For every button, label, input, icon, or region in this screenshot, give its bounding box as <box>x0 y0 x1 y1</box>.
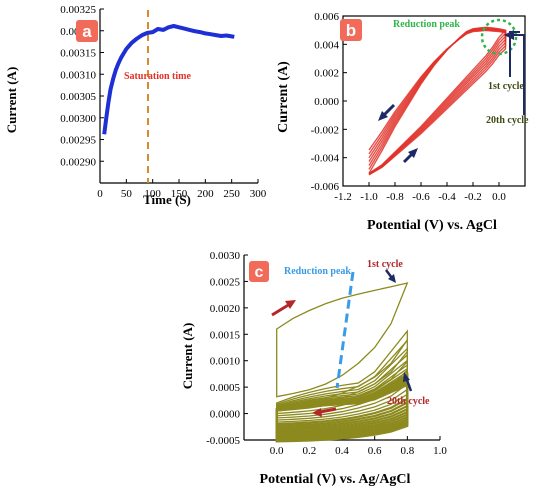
y-tick-label: 0.00290 <box>60 156 96 168</box>
y-tick-label: 0.0015 <box>210 329 241 341</box>
panel-b-twentieth-cycle: 20th cycle <box>486 115 529 126</box>
y-tick-label: -0.006 <box>311 181 340 193</box>
y-tick-label: 0.00325 <box>60 4 96 16</box>
y-tick-label: 0.00315 <box>60 48 96 60</box>
y-tick-label: -0.002 <box>311 124 339 136</box>
x-tick-label: 200 <box>197 188 214 200</box>
x-tick-label: 0.6 <box>368 445 382 457</box>
y-tick-label: 0.004 <box>314 39 339 51</box>
x-tick-label: 0 <box>97 188 103 200</box>
panel-a-xlabel: Time (S) <box>143 192 191 207</box>
cv-cycle <box>368 26 507 174</box>
x-tick-label: 50 <box>121 188 133 200</box>
x-tick-label: 0.0 <box>492 191 506 203</box>
y-tick-label: 0.00305 <box>60 91 96 103</box>
panel-b-arrow-up-head <box>408 148 418 158</box>
y-tick-label: 0.000 <box>314 96 339 108</box>
y-tick-label: 0.0020 <box>210 303 241 315</box>
panel-c-twentieth-cycle-pointer <box>405 379 413 392</box>
cv-cycle <box>368 28 507 175</box>
panel-a-series <box>102 24 235 135</box>
panel-a-axes: 0 50 100 150 200 250 300 0.00290 0.00295 0.00300 0… <box>60 4 267 200</box>
panel-c-arrow-forward <box>271 302 291 317</box>
y-tick-label: 0.0025 <box>210 276 241 288</box>
reduction-peak-circle <box>480 18 518 56</box>
x-tick-label: 0.8 <box>400 445 414 457</box>
x-tick-label: -0.8 <box>386 191 404 203</box>
panel-c-badge <box>249 261 269 282</box>
panel-c-series <box>275 282 409 443</box>
cv-cycle <box>368 29 507 176</box>
cv-first-cycle <box>276 282 409 398</box>
reduction-peak-line <box>335 271 355 389</box>
panel-b-arrow-down-head <box>378 111 388 121</box>
cv-cycle <box>368 27 507 175</box>
x-tick-label: 0.4 <box>335 445 349 457</box>
panel-b-xlabel: Potential (V) vs. AgCl <box>367 218 497 233</box>
y-tick-label: 0.00295 <box>60 135 96 147</box>
panel-b-ylabel: Current (A) <box>276 61 291 133</box>
x-tick-label: 0.2 <box>302 445 316 457</box>
panel-c-arrow-forward-head <box>285 300 296 309</box>
panel-a-badge <box>76 20 98 42</box>
y-tick-label: 0.0000 <box>210 409 241 421</box>
panel-c-twentieth-cycle: 20th cycle <box>387 396 430 407</box>
cv-cycle <box>368 29 507 176</box>
x-tick-label: -0.2 <box>464 191 481 203</box>
panel-b-series <box>368 26 507 176</box>
x-tick-label: 150 <box>171 188 188 200</box>
y-tick-label: 0.0010 <box>210 356 241 368</box>
y-tick-label: -0.0005 <box>206 435 240 447</box>
panel-c-xlabel: Potential (V) vs. Ag/AgCl <box>260 472 411 487</box>
panel-c-reduction-annotation: Reduction peak <box>284 266 351 277</box>
y-tick-label: -0.004 <box>311 153 340 165</box>
panel-c-arrow-back <box>319 407 337 414</box>
cv-cycle <box>368 27 507 175</box>
x-tick-label: 0.0 <box>270 445 284 457</box>
panel-c-label: c <box>255 264 264 281</box>
y-tick-label: 0.002 <box>314 68 339 80</box>
x-tick-label: -1.2 <box>334 191 351 203</box>
panel-b-pointer-head <box>504 30 514 40</box>
panel-a-ylabel: Current (A) <box>4 67 19 134</box>
y-tick-label: 0.00310 <box>60 69 96 81</box>
panel-c-first-cycle-pointer-head <box>388 274 396 283</box>
y-tick-label: 0.006 <box>314 11 339 23</box>
panel-c: 0.0 0.2 0.4 0.6 0.8 1.0 -0.0005 0.0000 0.0005 0.0… <box>180 250 447 487</box>
panel-a-label: a <box>82 22 92 41</box>
panel-b-twentieth-cycle-pointer <box>512 34 525 115</box>
panel-c-axes: 0.0 0.2 0.4 0.6 0.8 1.0 -0.0005 0.0000 0.0005 0.0… <box>206 250 447 457</box>
panel-b-axes: -1.2 -1.0 -0.8 -0.6 -0.4 -0.2 0.0 -0.006 -0.004 -… <box>311 11 526 203</box>
panel-b-first-cycle: 1st cycle <box>488 81 524 92</box>
panel-c-ylabel: Current (A) <box>180 323 195 390</box>
panel-a: 0 50 100 150 200 250 300 0.00290 0.00295 0.00300 0… <box>4 4 267 207</box>
x-tick-label: -0.4 <box>438 191 456 203</box>
x-tick-label: 1.0 <box>433 445 447 457</box>
panel-c-first-cycle: 1st cycle <box>367 259 403 270</box>
panel-b-label: b <box>346 21 356 40</box>
y-tick-label: 0.0005 <box>210 382 241 394</box>
x-tick-label: 100 <box>144 188 161 200</box>
x-tick-label: -0.6 <box>412 191 430 203</box>
panel-b-reduction-annotation: Reduction peak <box>393 19 460 30</box>
x-tick-label: 300 <box>250 188 267 200</box>
y-tick-label: 0.00300 <box>60 113 96 125</box>
panel-b-badge <box>340 19 362 41</box>
panel-b: -1.2 -1.0 -0.8 -0.6 -0.4 -0.2 0.0 -0.006 -0.004 -… <box>276 11 529 233</box>
panel-c-twentieth-cycle-pointer-head <box>403 372 410 382</box>
saturation-annotation: Saturation time <box>124 71 192 82</box>
cv-cycle <box>275 383 409 443</box>
cv-cycle <box>368 28 507 175</box>
y-tick-label: 0.0030 <box>210 250 241 262</box>
panel-c-arrow-back-head <box>312 408 322 417</box>
x-tick-label: 250 <box>223 188 240 200</box>
x-tick-label: -1.0 <box>360 191 378 203</box>
